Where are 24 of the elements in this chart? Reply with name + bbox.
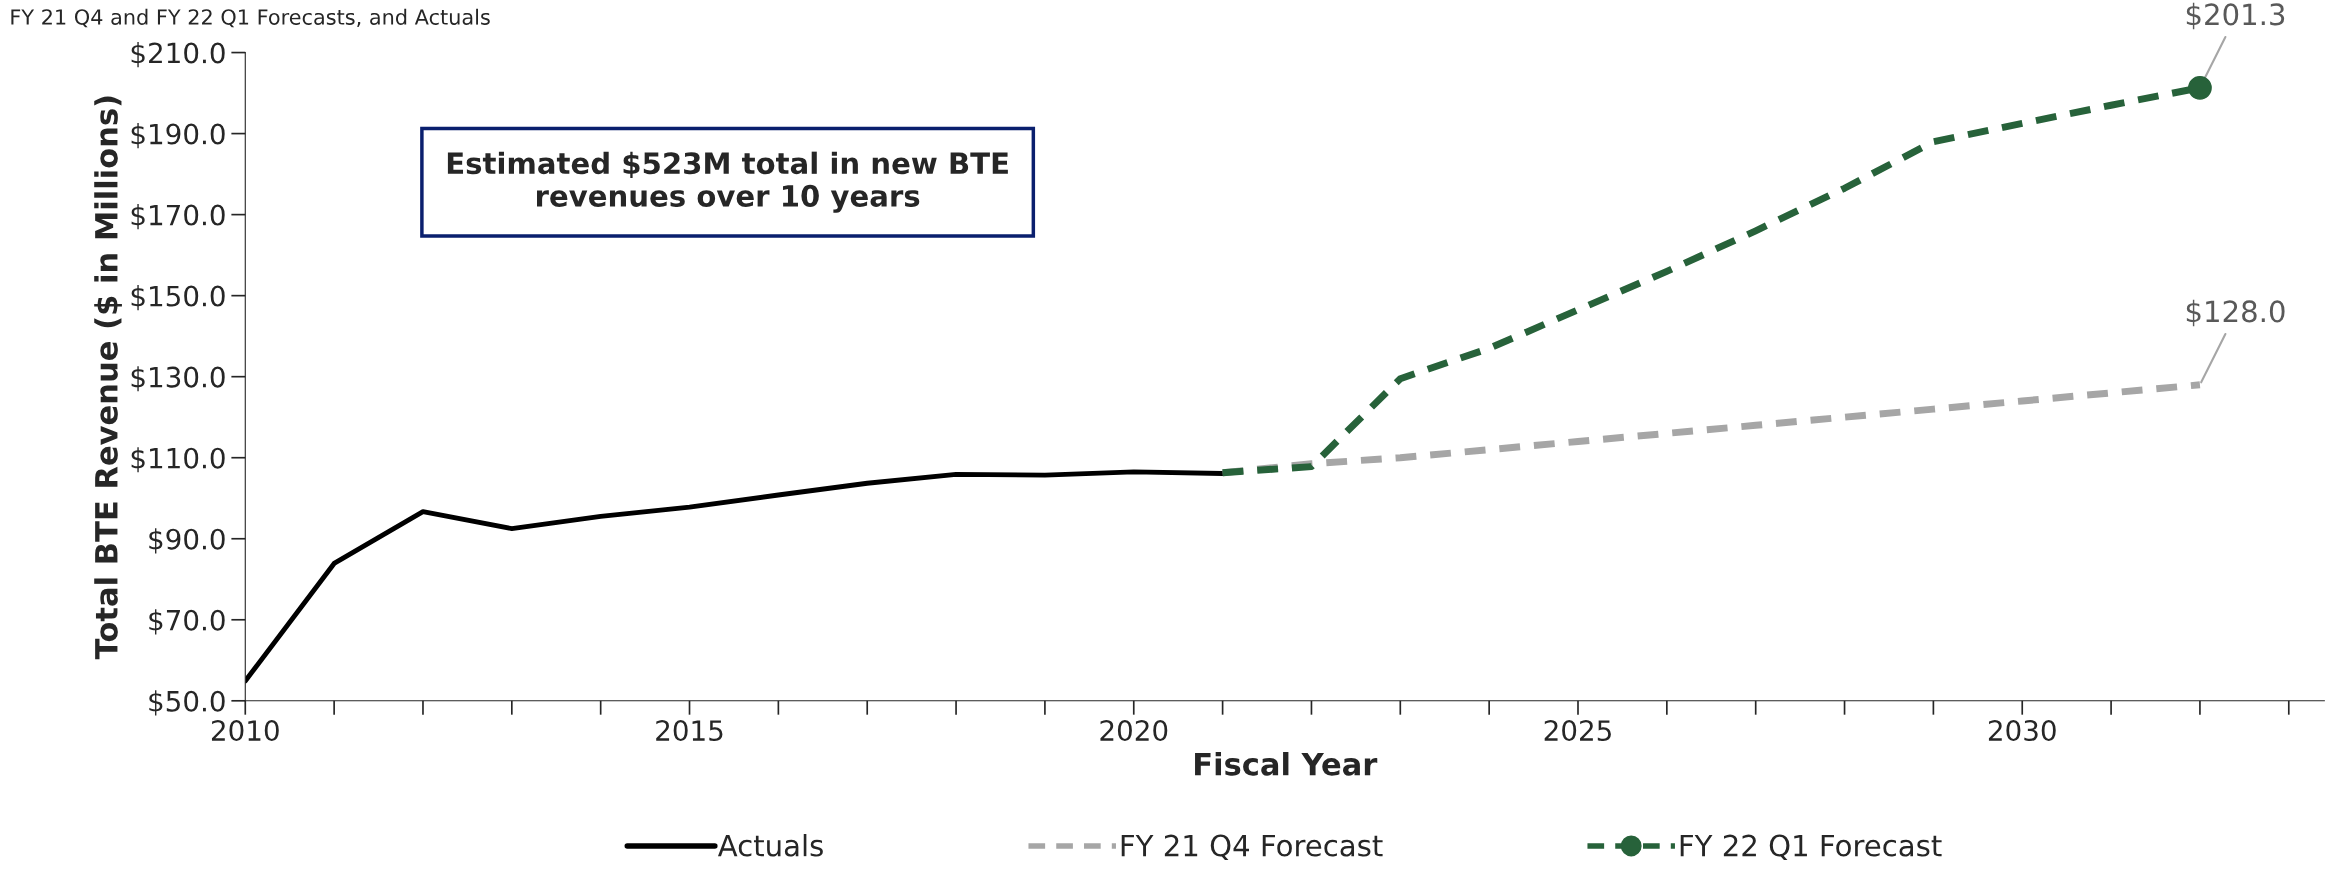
y-tick-label: $90.0 [149, 528, 225, 554]
x-tick-label: 2010 [211, 720, 279, 742]
y-tick-label: $150.0 [131, 285, 225, 311]
chart-title: FY 21 Q4 and FY 22 Q1 Forecasts, and Actuals [11, 8, 490, 28]
line-series [245, 469, 1226, 684]
legend-label: Actuals [717, 834, 823, 857]
x-tick-label: 2025 [1544, 720, 1611, 742]
y-tick-label: $110.0 [131, 447, 225, 473]
y-tick-label: $70.0 [149, 609, 225, 635]
x-tick-label: 2015 [656, 720, 723, 742]
legend-label: FY 22 Q1 Forecast [1680, 834, 1942, 860]
y-axis-title: Total BTE Revenue ($ in Millions) [94, 96, 122, 660]
x-tick-label: 2020 [1100, 720, 1168, 742]
legend-label: FY 21 Q4 Forecast [1121, 834, 1383, 860]
y-tick-label: $170.0 [131, 204, 225, 230]
y-tick-label: $50.0 [149, 690, 225, 716]
y-tick-label: $130.0 [131, 366, 225, 392]
annotation: Estimated $523M total in new BTE revenues over 10 years [447, 151, 1008, 213]
annotation: $128.0 [2186, 299, 2285, 327]
annotation: $201.3 [2186, 2, 2285, 30]
x-tick-label: 2030 [1988, 720, 2056, 742]
y-tick-label: $210.0 [131, 42, 225, 68]
x-axis-title: Fiscal Year [1195, 751, 1378, 776]
y-tick-label: $190.0 [131, 123, 225, 149]
